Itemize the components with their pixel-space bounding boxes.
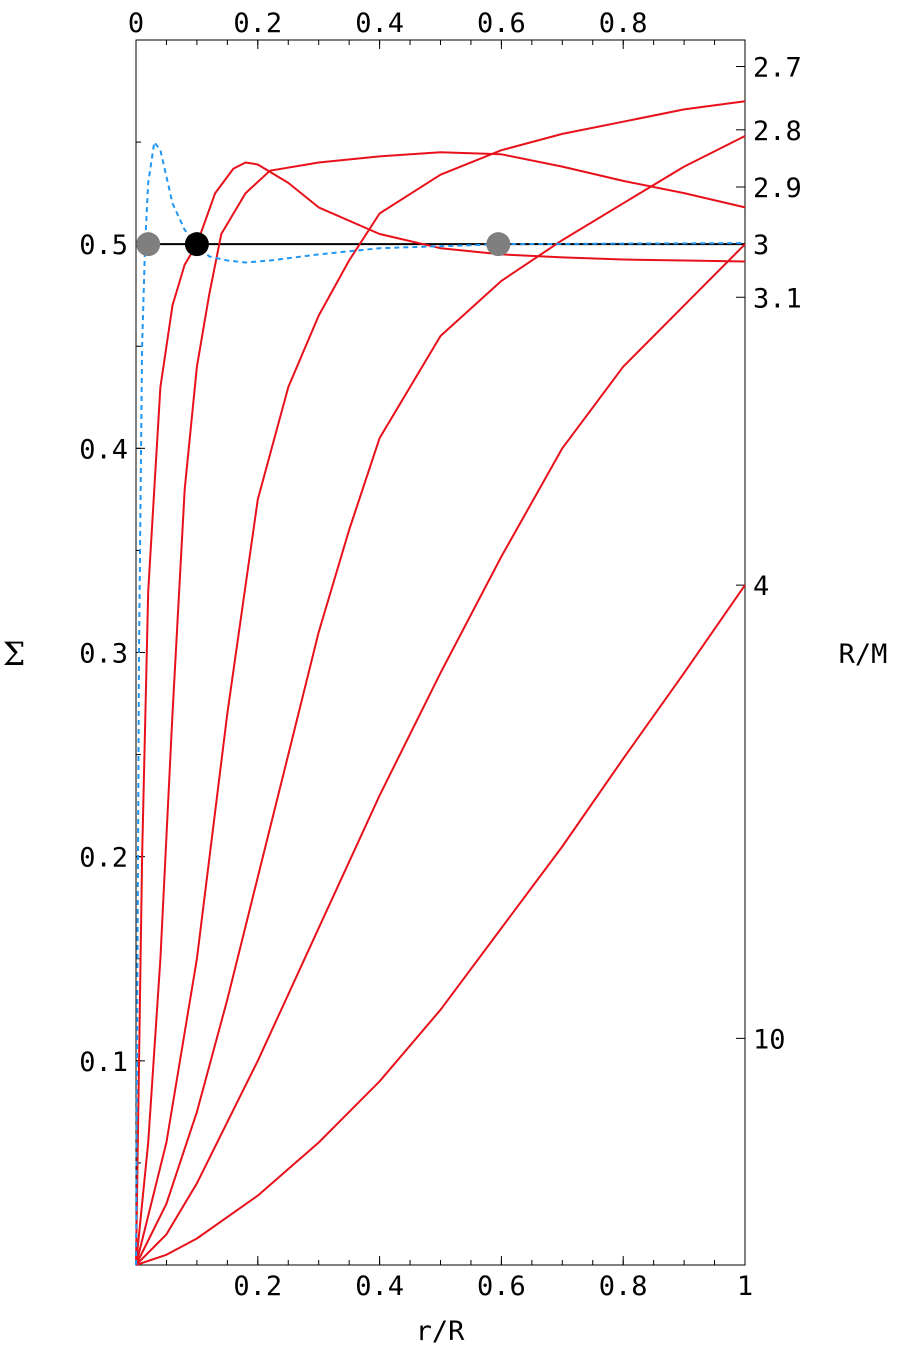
red-series-line <box>135 243 746 1266</box>
y-axis-title: Σ <box>3 635 26 673</box>
dashed-series-line <box>135 141 746 1266</box>
x-tick-label-top: 0.2 <box>233 8 282 39</box>
right-tick-label: 10 <box>753 1024 786 1055</box>
right-tick-label: 2.9 <box>753 173 802 204</box>
y-tick-label-left: 0.5 <box>79 230 128 261</box>
right-tick-label: 2.8 <box>753 116 802 147</box>
red-series-line <box>135 100 746 1266</box>
black-point-marker <box>184 232 209 257</box>
right-tick-label: 4 <box>753 571 769 602</box>
series-group <box>135 100 746 1266</box>
x-tick-label-top: 0.8 <box>599 8 648 39</box>
red-series-line <box>135 584 746 1266</box>
x-tick-label-top: 0 <box>128 8 144 39</box>
y-tick-label-left: 0.1 <box>79 1047 128 1078</box>
x-tick-label-bottom: 0.6 <box>477 1271 526 1302</box>
gray-point-marker <box>486 232 511 257</box>
x-tick-label-top: 0.4 <box>355 8 404 39</box>
x-tick-label-bottom: 1 <box>737 1271 753 1302</box>
gray-point-marker <box>136 232 161 257</box>
red-series-line <box>135 135 746 1266</box>
right-axis-title: R/M <box>839 639 888 670</box>
x-tick-label-bottom: 0.8 <box>599 1271 648 1302</box>
right-tick-label: 3 <box>753 230 769 261</box>
red-series-line <box>135 161 746 1266</box>
x-tick-label-bottom: 0.4 <box>355 1271 404 1302</box>
right-tick-label: 2.7 <box>753 53 802 84</box>
y-tick-label-left: 0.3 <box>79 639 128 670</box>
x-tick-label-top: 0.6 <box>477 8 526 39</box>
x-tick-label-bottom: 0.2 <box>233 1271 282 1302</box>
markers-group <box>136 232 511 257</box>
red-series-line <box>135 151 746 1266</box>
ticks-group: 0.2 0.4 0.6 0.8 10 0.2 0.4 0.6 0.80.10.20.30.40.… <box>79 8 802 1302</box>
right-tick-label: 3.1 <box>753 283 802 314</box>
x-axis-title: r/R <box>416 1316 466 1347</box>
y-tick-label-left: 0.2 <box>79 843 128 874</box>
y-tick-label-left: 0.4 <box>79 434 128 465</box>
